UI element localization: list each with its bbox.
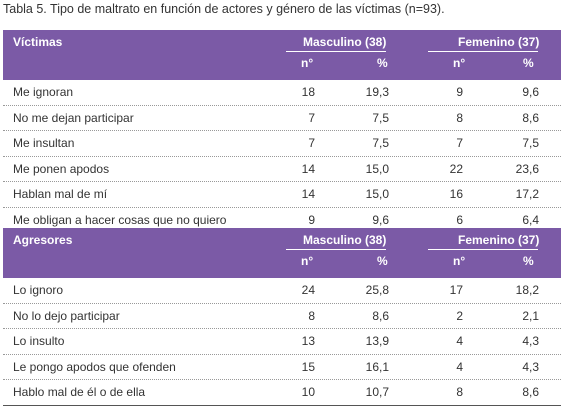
row-label: Me insultan [13,136,75,150]
female-n: 9 [456,85,463,99]
female-n: 4 [456,334,463,348]
male-n: 15 [301,359,315,374]
table-row: No me dejan participar 7 7,5 8 8,6 [3,106,561,131]
female-n: 4 [456,359,463,374]
group-male-label: Masculino (38) [303,35,387,49]
female-n: 7 [456,136,463,150]
col-n-male: n° [301,254,314,268]
female-n: 22 [449,161,463,176]
female-n: 16 [449,187,463,201]
male-n: 7 [308,136,315,150]
table-row: Me ponen apodos 14 15,0 22 23,6 [3,157,561,182]
female-n: 8 [456,385,463,399]
row-label: No me dejan participar [13,110,134,125]
aggressors-table: Agresores Masculino (38) Femenino (37) n… [3,228,561,406]
male-pct: 7,5 [372,136,389,150]
section-title: Víctimas [13,35,63,49]
row-label: Me ponen apodos [13,161,110,176]
male-n: 13 [301,334,315,348]
col-n-female: n° [453,254,466,268]
male-pct: 10,7 [365,385,389,399]
table-row: Le pongo apodos que ofenden 15 16,1 4 4,3 [3,355,561,380]
male-n: 18 [301,85,315,99]
group-female-label: Femenino (37) [458,233,540,247]
male-n: 7 [308,110,315,125]
female-pct: 23,6 [515,161,539,176]
female-pct: 8,6 [522,385,539,399]
female-pct: 18,2 [515,283,539,297]
col-n-female: n° [453,56,466,70]
male-pct: 19,3 [365,85,389,99]
row-label: Hablo mal de él o de ella [13,385,146,399]
row-label: Hablan mal de mí [13,187,108,201]
table-row: Lo ignoro 24 25,8 17 18,2 [3,278,561,304]
male-pct: 15,0 [365,187,389,201]
male-n: 24 [301,283,315,297]
section-title: Agresores [13,233,73,247]
col-n-male: n° [301,56,314,70]
male-n: 14 [301,187,315,201]
female-n: 2 [456,308,463,323]
col-pct-female: % [523,254,534,268]
group-female-label: Femenino (37) [458,35,540,49]
table-row: Lo insulto 13 13,9 4 4,3 [3,329,561,355]
male-pct: 7,5 [372,110,389,125]
female-n: 6 [456,212,463,227]
table-row: Me ignoran 18 19,3 9 9,6 [3,80,561,106]
victims-header: Víctimas Masculino (38) Femenino (37) n°… [3,30,561,80]
female-pct: 8,6 [522,110,539,125]
male-n: 9 [308,212,315,227]
female-pct: 2,1 [522,308,539,323]
male-pct: 16,1 [365,359,389,374]
table-row: Hablan mal de mí 14 15,0 16 17,2 [3,182,561,208]
aggressors-header: Agresores Masculino (38) Femenino (37) n… [3,228,561,278]
female-n: 17 [449,283,463,297]
table-row: Me insultan 7 7,5 7 7,5 [3,131,561,157]
female-pct: 7,5 [522,136,539,150]
table-caption: Tabla 5. Tipo de maltrato en función de … [3,2,445,16]
row-label: Lo ignoro [13,283,64,297]
male-pct: 9,6 [372,212,389,227]
row-label: No lo dejo participar [13,308,120,323]
victims-table: Víctimas Masculino (38) Femenino (37) n°… [3,30,561,233]
row-label: Me obligan a hacer cosas que no quiero [13,212,227,227]
col-pct-male: % [377,56,388,70]
male-pct: 15,0 [365,161,389,176]
female-pct: 9,6 [522,85,539,99]
table-row: No lo dejo participar 8 8,6 2 2,1 [3,304,561,329]
male-n: 14 [301,161,315,176]
row-label: Lo insulto [13,334,65,348]
col-pct-male: % [377,254,388,268]
female-pct: 4,3 [522,334,539,348]
row-label: Me ignoran [13,85,74,99]
col-pct-female: % [523,56,534,70]
female-pct: 17,2 [515,187,539,201]
male-n: 10 [301,385,315,399]
aggressors-rows: Lo ignoro 24 25,8 17 18,2 No lo dejo particip… [3,278,561,406]
male-pct: 25,8 [365,283,389,297]
group-male-label: Masculino (38) [303,233,387,247]
victims-rows: Me ignoran 18 19,3 9 9,6 No me dejan particip… [3,80,561,233]
female-pct: 6,4 [522,212,539,227]
female-pct: 4,3 [522,359,539,374]
male-n: 8 [308,308,315,323]
table-row: Hablo mal de él o de ella 10 10,7 8 8,6 [3,380,561,406]
male-pct: 13,9 [365,334,389,348]
male-pct: 8,6 [372,308,389,323]
row-label: Le pongo apodos que ofenden [13,359,176,374]
female-n: 8 [456,110,463,125]
